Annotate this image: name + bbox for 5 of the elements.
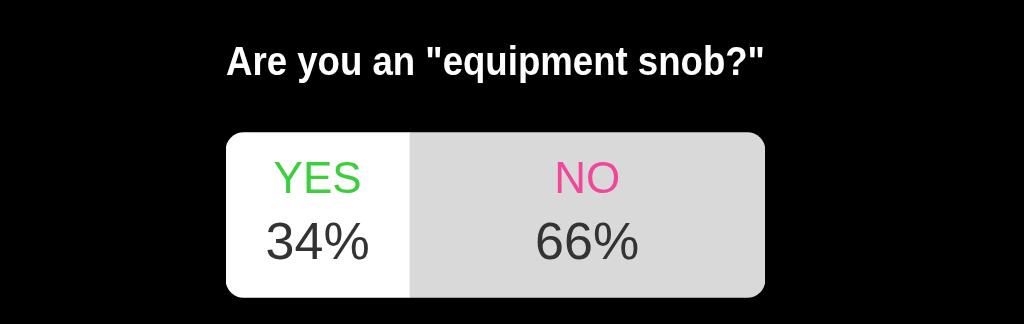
series-label: NO: [554, 153, 621, 203]
chart-title: Are you an "equipment snob?": [226, 38, 765, 84]
series-label: YES: [273, 153, 362, 203]
data-label: 34%: [265, 212, 370, 271]
data-label: 66%: [535, 212, 640, 271]
